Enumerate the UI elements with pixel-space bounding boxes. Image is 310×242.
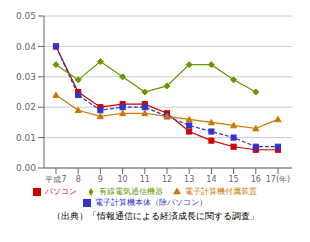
- svg-text:0.05: 0.05: [16, 11, 36, 21]
- svg-text:0.01: 0.01: [16, 133, 36, 143]
- svg-text:12: 12: [162, 175, 172, 184]
- svg-text:17(年): 17(年): [266, 175, 290, 184]
- svg-text:0.02: 0.02: [16, 102, 36, 112]
- svg-text:0.04: 0.04: [16, 42, 36, 52]
- svg-text:15: 15: [229, 175, 239, 184]
- svg-text:11: 11: [140, 175, 150, 184]
- html-text:（出典）「情報通信による経済成長に関する調査」: （出典）「情報通信による経済成長に関する調査」: [51, 211, 259, 221]
- html-text:パソコン: パソコン: [45, 187, 77, 196]
- svg-text:0.03: 0.03: [16, 72, 36, 82]
- svg-text:0.00: 0.00: [16, 163, 36, 173]
- svg-text:14: 14: [206, 175, 216, 184]
- svg-text:平成7: 平成7: [45, 175, 66, 184]
- svg-text:9: 9: [98, 175, 103, 184]
- svg-text:13: 13: [184, 175, 194, 184]
- svg-text:8: 8: [76, 175, 81, 184]
- svg-text:16: 16: [251, 175, 261, 184]
- html-text:電子計算機付属装置: 電子計算機付属装置: [185, 187, 257, 196]
- html-text:有線電気通信機器: 有線電気通信機器: [99, 187, 163, 196]
- html-text:電子計算機本体（除パソコン）: 電子計算機本体（除パソコン）: [95, 198, 207, 207]
- svg-text:10: 10: [118, 175, 128, 184]
